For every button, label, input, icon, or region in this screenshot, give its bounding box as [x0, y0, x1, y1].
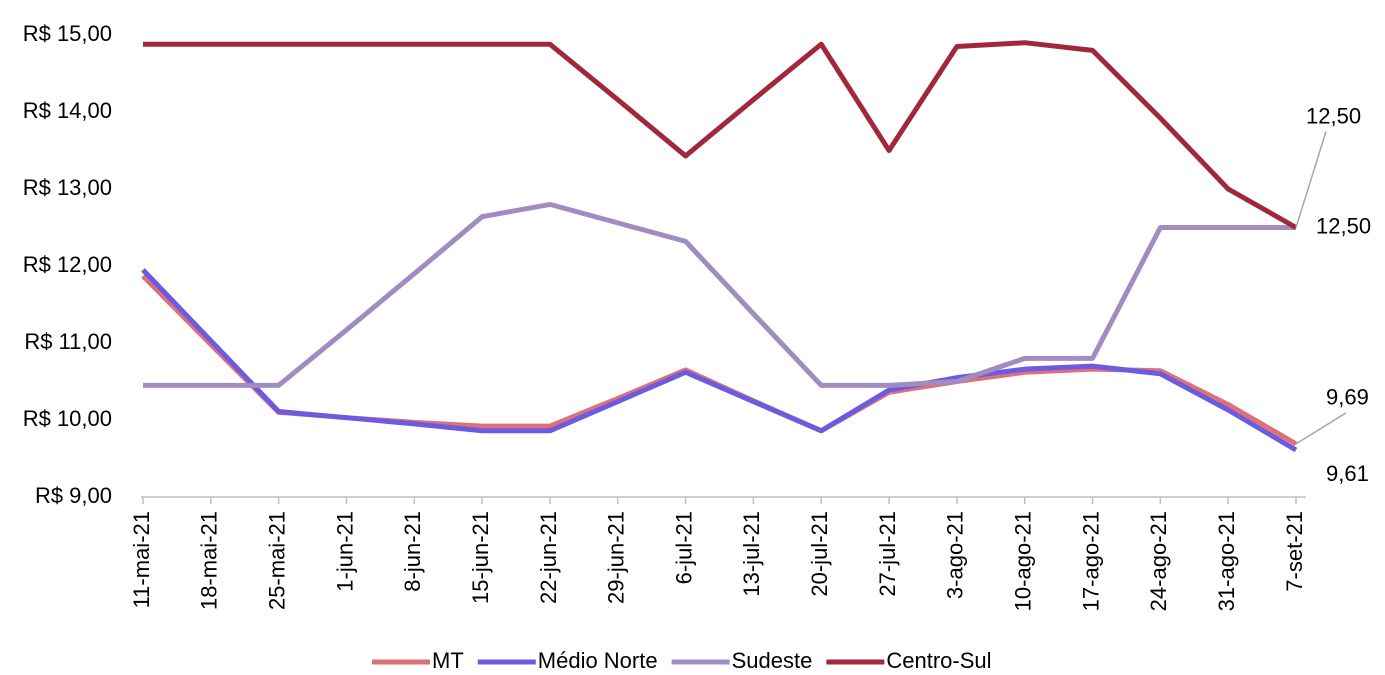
- x-tick-label: 10-ago-21: [1011, 511, 1036, 611]
- x-tick-label: 17-ago-21: [1078, 511, 1103, 611]
- leader-line: [1295, 131, 1327, 228]
- data-label: 12,50: [1316, 213, 1371, 238]
- series-line: [141, 268, 1298, 453]
- legend-label: Sudeste: [732, 648, 813, 673]
- y-tick-label: R$ 9,00: [35, 483, 112, 508]
- leader-line: [1295, 412, 1347, 445]
- legend-label: Centro-Sul: [886, 648, 991, 673]
- data-label: 9,69: [1326, 385, 1369, 410]
- data-label: 12,50: [1306, 103, 1361, 128]
- legend-label: MT: [432, 648, 464, 673]
- y-tick-label: R$ 12,00: [23, 252, 112, 277]
- y-tick-label: R$ 10,00: [23, 406, 112, 431]
- x-tick-label: 18-mai-21: [197, 511, 222, 610]
- series-line: [143, 40, 1298, 230]
- x-tick-label: 31-ago-21: [1214, 511, 1239, 611]
- x-tick-label: 1-jun-21: [332, 511, 357, 592]
- x-tick-label: 24-ago-21: [1146, 511, 1171, 611]
- x-tick-label: 13-jul-21: [739, 511, 764, 597]
- x-tick-label: 25-mai-21: [264, 511, 289, 610]
- x-tick-label: 20-jul-21: [807, 511, 832, 597]
- y-tick-label: R$ 11,00: [24, 329, 112, 354]
- x-tick-label: 27-jul-21: [875, 511, 900, 597]
- x-tick-label: 6-jul-21: [671, 511, 696, 584]
- x-tick-label: 11-mai-21: [129, 511, 154, 608]
- data-label: 9,61: [1326, 461, 1369, 486]
- x-tick-label: 8-jun-21: [400, 511, 425, 592]
- y-tick-label: R$ 14,00: [23, 98, 112, 123]
- x-tick-label: 3-ago-21: [943, 511, 968, 599]
- x-tick-label: 29-jun-21: [604, 511, 629, 604]
- series-line: [143, 201, 1296, 388]
- y-tick-label: R$ 15,00: [23, 21, 112, 46]
- y-tick-label: R$ 13,00: [23, 175, 112, 200]
- x-tick-label: 7-set-21: [1282, 511, 1307, 592]
- x-tick-label: 22-jun-21: [536, 511, 561, 604]
- x-tick-label: 15-jun-21: [468, 511, 493, 604]
- legend-label: Médio Norte: [538, 648, 658, 673]
